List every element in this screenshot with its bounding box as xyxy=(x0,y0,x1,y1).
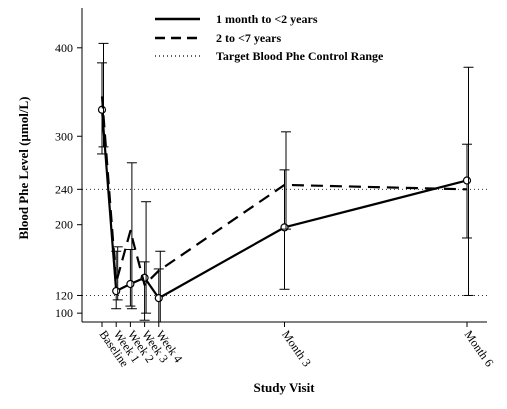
data-point xyxy=(112,286,121,296)
data-point xyxy=(462,176,472,185)
data-point xyxy=(154,294,163,303)
legend-label-series-1: 1 month to <2 years xyxy=(216,12,318,26)
y-tick-label: 200 xyxy=(55,218,73,232)
data-point xyxy=(280,223,289,232)
legend-label-series-2: 2 to <7 years xyxy=(216,31,281,45)
y-tick-label: 240 xyxy=(55,182,73,196)
series-line xyxy=(100,96,468,286)
y-tick-label: 120 xyxy=(55,288,73,302)
y-tick-label: 300 xyxy=(55,129,73,143)
y-tick-label: 400 xyxy=(55,41,73,55)
y-axis-title: Blood Phe Level (µmol/L) xyxy=(16,97,31,240)
series xyxy=(97,42,474,323)
x-axis-title: Study Visit xyxy=(253,380,315,395)
legend: 1 month to <2 years 2 to <7 years Target… xyxy=(155,12,384,63)
data-point xyxy=(126,279,135,289)
x-tick-label: Month 3 xyxy=(279,328,314,370)
series-2 xyxy=(98,42,474,323)
y-ticks: 100 120 200 240 300 400 xyxy=(55,41,82,320)
legend-label-target-range: Target Blood Phe Control Range xyxy=(216,49,384,63)
x-tick-label: Month 6 xyxy=(462,328,497,370)
series-1 xyxy=(97,62,472,323)
y-tick-label: 100 xyxy=(55,306,73,320)
